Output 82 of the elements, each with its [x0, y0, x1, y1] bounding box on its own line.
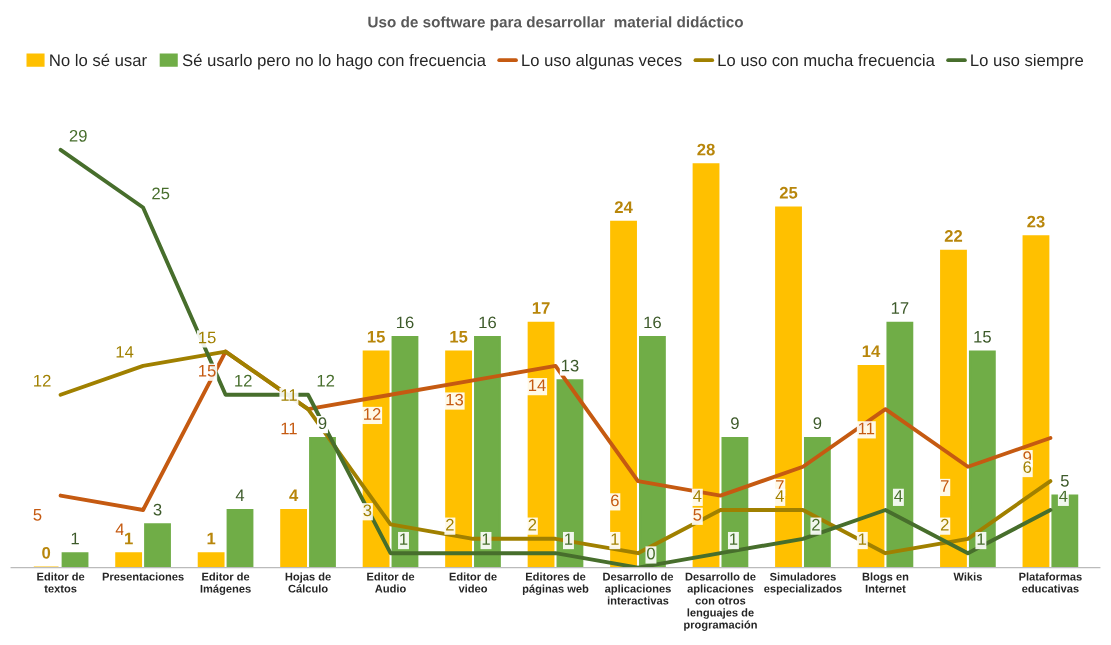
data-label: 6 [611, 494, 619, 507]
data-label: 9 [318, 417, 327, 430]
chart-title: Uso de software para desarrollar material didáctico [368, 16, 743, 31]
x-tick-label: Wikis [953, 572, 982, 581]
x-tick-label: Plataformas educativas [1019, 572, 1082, 593]
data-label: 17 [532, 302, 550, 314]
data-label: 4 [235, 489, 245, 501]
data-label: 1 [565, 533, 573, 545]
data-label: 14 [116, 346, 134, 358]
data-label: 5 [33, 509, 42, 521]
data-label: 9 [813, 417, 822, 430]
data-label: 13 [561, 359, 579, 372]
data-label: 1 [858, 533, 867, 545]
data-label: 1 [125, 532, 133, 545]
x-tick-label: Editor de Imágenes [200, 572, 251, 595]
data-label: 13 [446, 393, 464, 406]
data-label: 16 [644, 316, 661, 329]
data-label: 4 [115, 523, 125, 535]
data-label: 15 [367, 331, 385, 343]
data-label: 11 [858, 422, 875, 435]
data-label: 7 [940, 480, 949, 492]
data-label: 11 [281, 389, 297, 401]
data-label: 4 [693, 490, 702, 502]
x-tick-label: Presentaciones [102, 572, 184, 581]
data-label: 1 [977, 533, 985, 545]
x-tick-label: Desarrollo de aplicaciones con otros lenguajes de programación [684, 572, 757, 631]
data-label: 14 [528, 379, 546, 391]
data-label: 4 [894, 490, 903, 502]
data-label: 15 [974, 331, 991, 343]
data-label: 1 [730, 533, 738, 545]
data-label: 1 [71, 532, 79, 545]
data-label: 25 [152, 187, 170, 200]
data-label: 5 [1060, 475, 1069, 487]
data-label: 15 [450, 331, 468, 343]
legend-label: Lo uso siempre [971, 53, 1084, 70]
x-tick-label: Simuladores especializados [764, 572, 842, 595]
data-label: 28 [697, 143, 715, 156]
data-label: 22 [944, 230, 963, 242]
data-label: 25 [779, 186, 798, 199]
data-label: 4 [1059, 490, 1068, 502]
data-label: 11 [281, 422, 297, 435]
x-tick-label: Blogs en Internet [862, 572, 909, 593]
legend-label: No lo sé usar [50, 53, 147, 67]
data-label: 3 [153, 503, 162, 516]
x-tick-label: Editor de Audio [367, 572, 415, 593]
data-label: 16 [396, 316, 414, 329]
data-label: 2 [940, 518, 949, 531]
data-label: 29 [69, 129, 87, 142]
data-label: 1 [482, 533, 490, 545]
data-label: 9 [731, 417, 739, 430]
data-label: 1 [400, 533, 408, 545]
legend-label: Sé usarlo pero no lo hago con frecuencia [182, 53, 486, 70]
data-label: 0 [42, 546, 51, 559]
x-tick-label: Editores de páginas web [522, 572, 589, 595]
data-label: 2 [446, 518, 454, 531]
data-label: 15 [199, 331, 216, 344]
data-label: 1 [611, 533, 619, 545]
data-label: 0 [646, 547, 655, 560]
x-tick-label: Editor de textos [37, 572, 85, 593]
data-label: 1 [207, 532, 216, 545]
data-label: 24 [614, 201, 633, 213]
data-label: 12 [235, 374, 252, 387]
data-label: 2 [812, 518, 820, 531]
data-label: 7 [776, 480, 784, 492]
x-tick-label: Editor de video [449, 572, 497, 593]
legend-label: Lo uso algunas veces [522, 53, 682, 70]
x-tick-label: Desarrollo de aplicaciones interactivas [603, 572, 674, 605]
data-label: 12 [364, 408, 381, 420]
data-label: 4 [775, 490, 784, 502]
data-label: 17 [891, 302, 909, 314]
data-label: 23 [1027, 215, 1045, 228]
x-tick-label: Hojas de Cálculo [285, 572, 331, 593]
data-label: 5 [693, 509, 702, 521]
data-label: 14 [862, 345, 881, 357]
data-label: 16 [479, 316, 496, 329]
data-label: 4 [289, 489, 299, 501]
legend-label: Lo uso con mucha frecuencia [718, 53, 935, 67]
data-label: 12 [317, 374, 335, 387]
data-label: 3 [363, 504, 372, 517]
data-label: 12 [34, 374, 51, 387]
data-label: 2 [528, 518, 537, 531]
data-label: 15 [199, 365, 216, 377]
